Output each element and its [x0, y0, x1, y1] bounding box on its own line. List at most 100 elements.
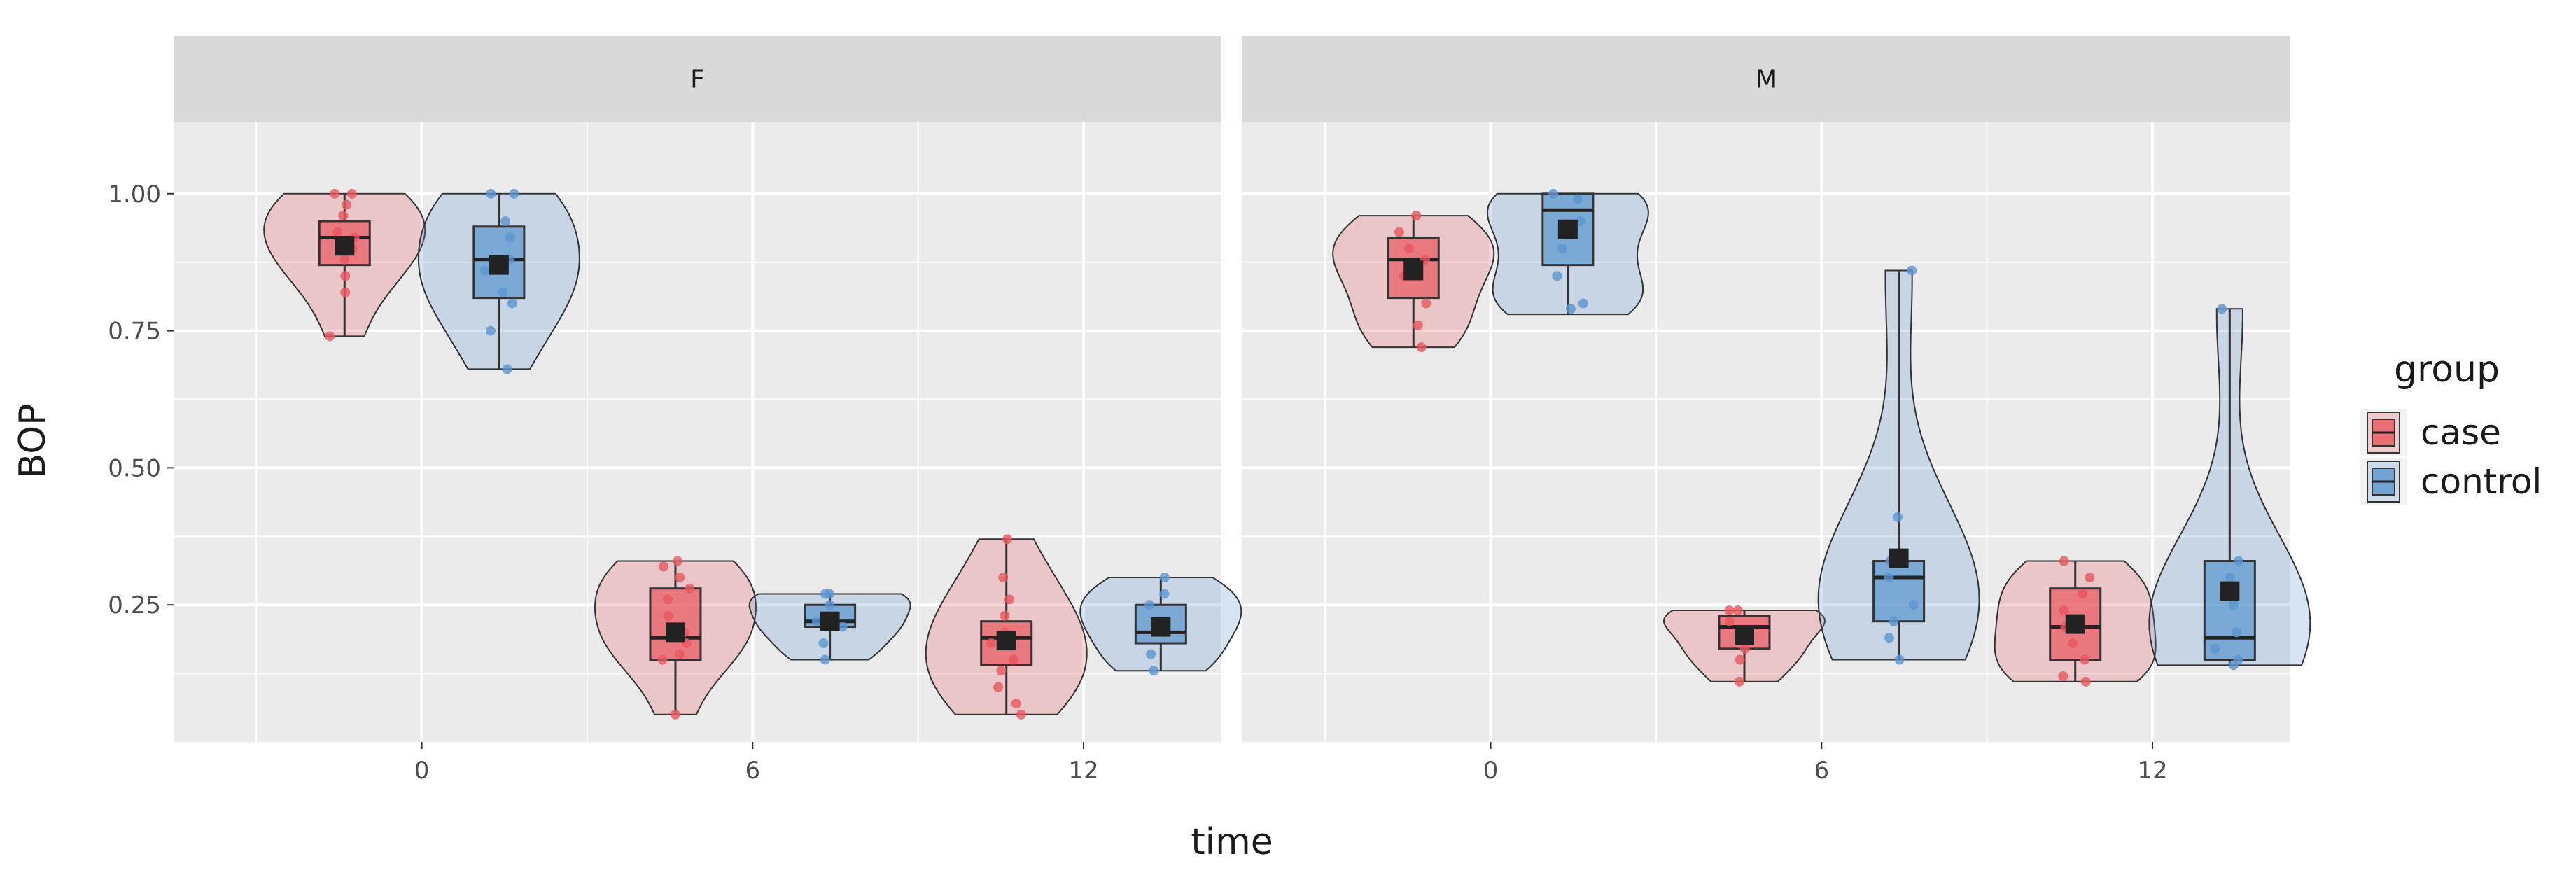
data-point	[2228, 600, 2239, 610]
mean-marker	[1151, 617, 1171, 637]
data-point	[2225, 573, 2235, 583]
mean-marker	[665, 622, 685, 643]
data-point	[505, 232, 515, 243]
data-point	[1011, 699, 1021, 709]
legend-label-control: control	[2421, 461, 2542, 502]
data-point	[342, 199, 352, 210]
x-tick-label: 6	[745, 757, 760, 785]
data-point	[498, 287, 508, 297]
data-point	[1575, 216, 1586, 226]
facet-strip-label: M	[1756, 66, 1777, 94]
group-control-time-0	[417, 188, 580, 374]
data-point	[1892, 512, 1903, 522]
y-tick-label: 1.00	[108, 181, 161, 209]
data-point	[2210, 643, 2220, 654]
group-case-time-6	[594, 556, 757, 720]
data-point	[346, 188, 357, 199]
data-point	[1907, 265, 1917, 276]
facet-panel-M: M	[1242, 36, 2311, 742]
mean-marker	[996, 631, 1016, 651]
group-control-time-6	[748, 589, 911, 665]
data-point	[2080, 654, 2090, 665]
data-point	[818, 638, 829, 649]
data-point	[340, 254, 350, 265]
axes: 0 6 12 0 6 12 1.00 0.75 0.50 0.25	[108, 181, 2167, 785]
box-control	[1872, 560, 1926, 623]
data-point	[1724, 616, 1735, 626]
data-point	[675, 649, 685, 659]
data-point	[1578, 298, 1588, 309]
data-point	[500, 216, 511, 226]
data-point	[1416, 342, 1427, 353]
data-point	[820, 589, 831, 599]
data-point	[2085, 573, 2095, 583]
facet-panel-F: F	[174, 36, 1242, 742]
x-axis-title: time	[1191, 821, 1273, 863]
data-point	[1159, 573, 1170, 583]
data-point	[1144, 600, 1155, 610]
data-point	[2058, 671, 2068, 682]
legend: group case control	[2360, 349, 2542, 505]
data-point	[993, 682, 1004, 692]
data-point	[996, 666, 1007, 676]
facet-strip-label: F	[690, 66, 705, 94]
mean-marker	[1558, 219, 1578, 239]
data-point	[2059, 556, 2069, 566]
x-tick-label: 0	[414, 757, 430, 785]
data-point	[1735, 654, 1745, 665]
data-point	[670, 709, 680, 720]
data-point	[1552, 271, 1562, 281]
data-point	[1894, 654, 1905, 665]
group-control-time-12	[1079, 573, 1242, 676]
data-point	[332, 227, 343, 237]
data-point	[2233, 556, 2244, 566]
data-point	[998, 573, 1009, 583]
group-control-time-0	[1486, 188, 1649, 316]
data-point	[1740, 643, 1750, 654]
data-point	[986, 638, 996, 649]
y-axis-title: BOP	[12, 403, 54, 478]
x-tick-label: 0	[1483, 757, 1499, 785]
group-case-time-6	[1662, 605, 1826, 687]
data-point	[1572, 194, 1583, 204]
data-point	[330, 188, 340, 199]
mean-marker	[2065, 614, 2085, 634]
facet-strip	[1242, 36, 2290, 122]
data-point	[340, 287, 351, 297]
group-control-time-12	[2148, 304, 2311, 671]
data-point	[657, 654, 668, 665]
legend-key-control: control	[2360, 458, 2542, 505]
facet-strip	[174, 36, 1222, 122]
data-point	[1884, 573, 1894, 583]
mean-marker	[335, 236, 355, 256]
data-point	[662, 594, 673, 605]
data-point	[1411, 211, 1422, 221]
data-point	[509, 188, 519, 199]
data-point	[1908, 600, 1919, 610]
mean-marker	[489, 255, 509, 275]
data-point	[1565, 304, 1576, 314]
legend-key-case: case	[2360, 409, 2501, 456]
data-point	[1149, 666, 1159, 676]
group-control-time-6	[1817, 265, 1980, 665]
data-point	[1404, 244, 1414, 254]
data-point	[2059, 605, 2069, 616]
data-point	[663, 610, 673, 621]
data-point	[1159, 589, 1170, 599]
data-point	[1557, 244, 1567, 254]
data-point	[1548, 188, 1559, 199]
data-point	[502, 364, 512, 374]
data-point	[675, 573, 685, 583]
x-tick-label: 12	[2137, 757, 2167, 785]
data-point	[1732, 605, 1743, 616]
data-point	[1394, 227, 1404, 237]
data-point	[1004, 594, 1015, 605]
group-case-time-12	[1994, 556, 2157, 687]
data-point	[837, 622, 848, 632]
data-point	[1734, 676, 1744, 687]
data-point	[1421, 298, 1432, 309]
data-point	[486, 188, 496, 199]
legend-title: group	[2394, 349, 2500, 391]
data-point	[811, 616, 822, 626]
data-point	[820, 654, 830, 665]
